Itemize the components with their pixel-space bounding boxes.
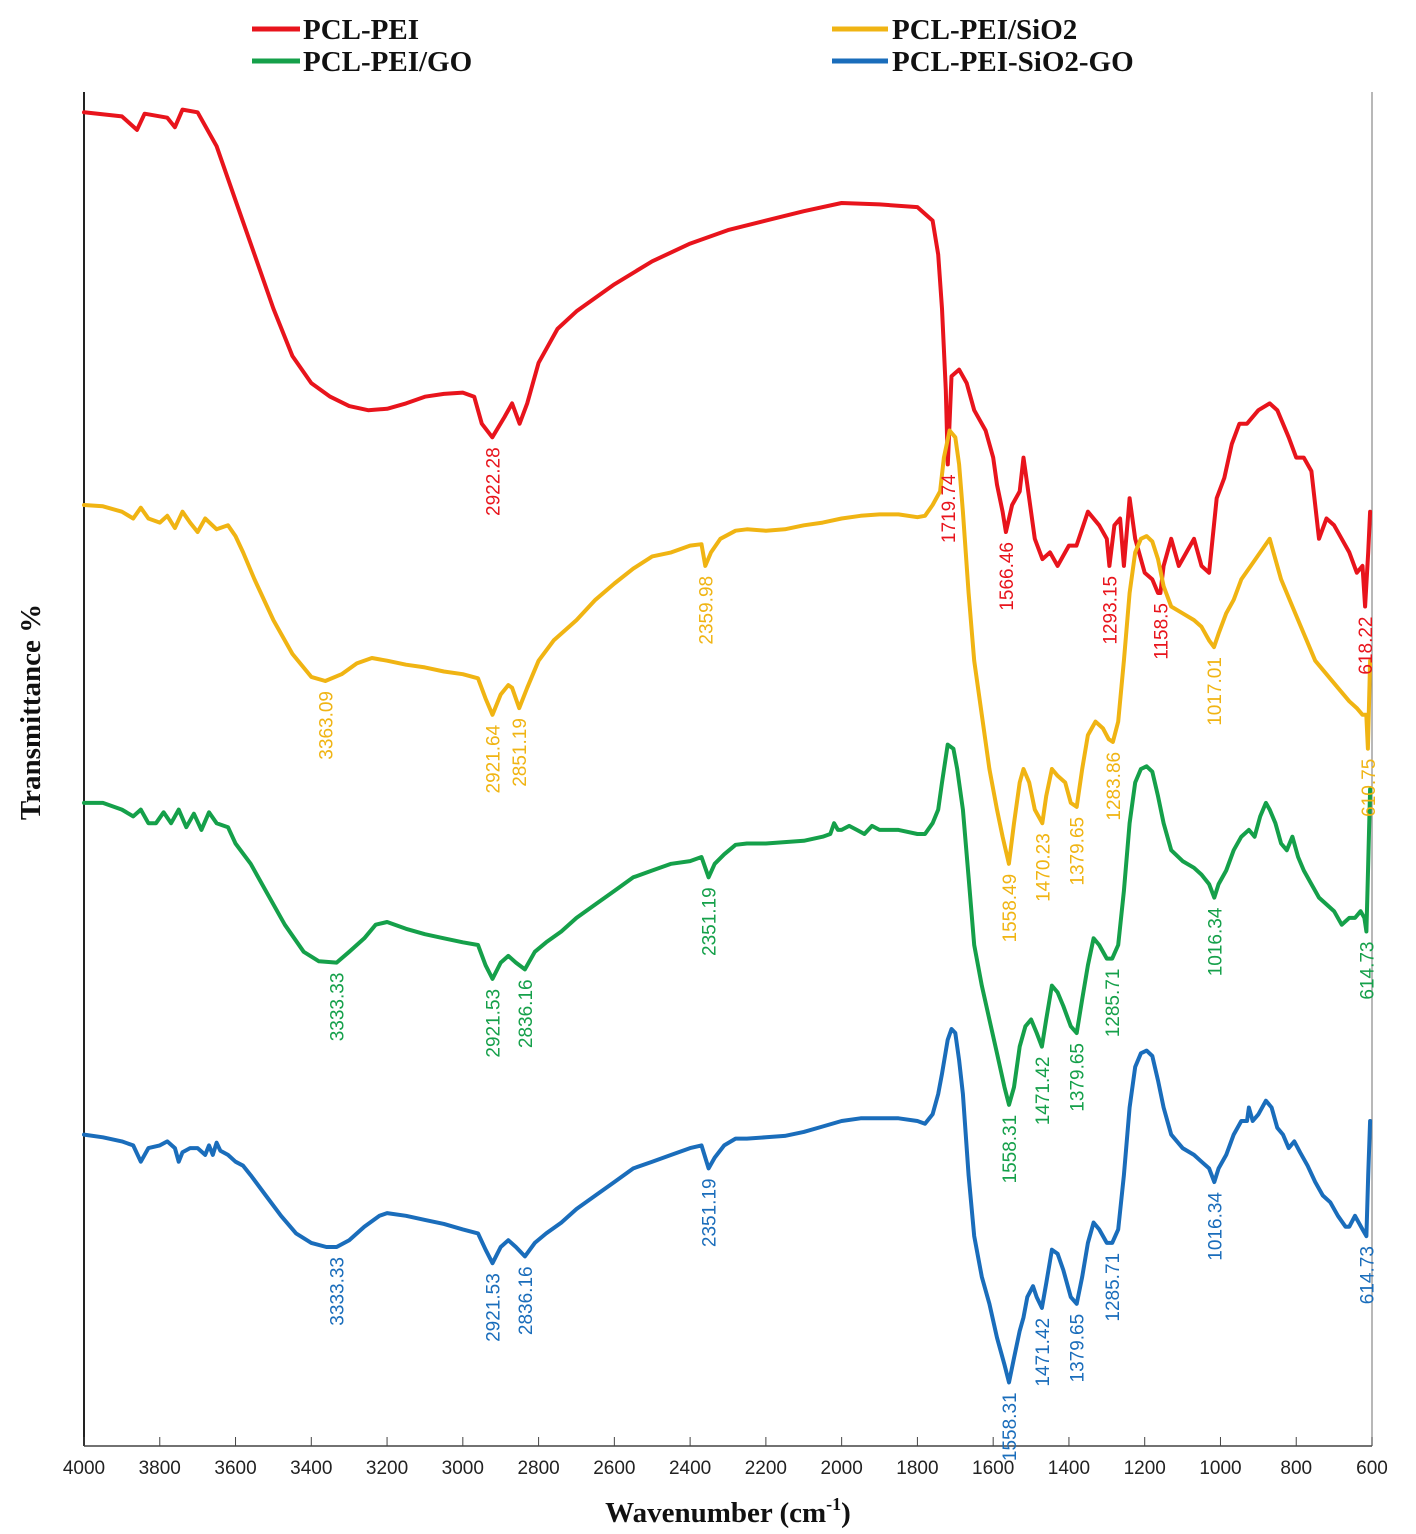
legend-label: PCL-PEI/GO xyxy=(303,46,472,78)
peak-label: 1379.65 xyxy=(1068,1314,1089,1383)
peak-label: 1016.34 xyxy=(1205,1192,1226,1261)
x-ticks: 4000 3800 3600 3400 3200 3000 2800 2600 2400 2200… xyxy=(63,1437,1388,1479)
peak-label: 614.73 xyxy=(1357,1246,1378,1304)
peak-label: 2921.64 xyxy=(484,724,505,793)
x-tick-label: 600 xyxy=(1356,1458,1388,1479)
legend-item-pcl-pei-sio2-go[interactable]: PCL-PEI-SiO2-GO xyxy=(832,46,1134,78)
peak-label: 1293.15 xyxy=(1100,576,1121,645)
legend-label: PCL-PEI/SiO2 xyxy=(892,14,1077,46)
peak-label: 3333.33 xyxy=(328,973,349,1042)
x-tick-label: 3600 xyxy=(214,1458,256,1479)
x-axis-title-suffix: ) xyxy=(841,1497,851,1529)
x-axis-title-main: Wavenumber (cm xyxy=(605,1497,826,1529)
peak-label: 2836.16 xyxy=(516,979,537,1048)
x-tick-label: 3000 xyxy=(442,1458,484,1479)
peak-label: 2922.28 xyxy=(483,447,504,516)
peak-label: 1471.42 xyxy=(1033,1318,1054,1387)
peak-label: 1379.65 xyxy=(1068,1043,1089,1112)
series-line-pcl-pei xyxy=(82,107,1373,609)
peak-label: 1471.42 xyxy=(1033,1057,1054,1126)
peak-label: 1558.49 xyxy=(1000,874,1021,943)
peak-label: 1285.71 xyxy=(1103,969,1124,1038)
peak-label: 1719.74 xyxy=(939,474,960,543)
peak-label: 1016.34 xyxy=(1205,907,1226,976)
peak-label: 2836.16 xyxy=(516,1266,537,1335)
legend: PCL-PEI PCL-PEI/GO PCL-PEI/SiO2 PCL-PEI-… xyxy=(252,14,1134,78)
y-axis-title: Transmittance % xyxy=(15,604,47,820)
series-line-pcl-pei-sio2-go xyxy=(82,1027,1373,1385)
x-axis-title: Wavenumber (cm-1) xyxy=(605,1494,851,1529)
x-tick-label: 2200 xyxy=(745,1458,787,1479)
peak-label: 1017.01 xyxy=(1205,657,1226,726)
legend-item-pcl-pei-sio2[interactable]: PCL-PEI/SiO2 xyxy=(832,14,1077,46)
peak-label: 614.73 xyxy=(1357,942,1378,1000)
peak-label: 610.75 xyxy=(1359,759,1380,817)
x-tick-label: 3800 xyxy=(139,1458,181,1479)
peak-label: 2921.53 xyxy=(484,1273,505,1342)
x-tick-label: 2800 xyxy=(517,1458,559,1479)
peak-label: 1379.65 xyxy=(1068,817,1089,886)
x-tick-label: 3400 xyxy=(290,1458,332,1479)
x-tick-label: 1400 xyxy=(1048,1458,1090,1479)
legend-item-pcl-pei-go[interactable]: PCL-PEI/GO xyxy=(252,46,472,78)
peak-label: 618.22 xyxy=(1356,617,1377,675)
peak-label: 2921.53 xyxy=(484,989,505,1058)
peak-label: 3333.33 xyxy=(328,1257,349,1326)
x-tick-label: 800 xyxy=(1280,1458,1312,1479)
legend-item-pcl-pei[interactable]: PCL-PEI xyxy=(252,14,419,46)
peak-label: 1283.86 xyxy=(1104,752,1125,821)
x-tick-label: 2400 xyxy=(669,1458,711,1479)
peak-label: 3363.09 xyxy=(316,691,337,760)
x-tick-label: 1000 xyxy=(1199,1458,1241,1479)
x-tick-label: 1800 xyxy=(896,1458,938,1479)
peak-label: 2351.19 xyxy=(700,1178,721,1247)
legend-label: PCL-PEI-SiO2-GO xyxy=(892,46,1134,78)
peak-label: 1558.31 xyxy=(1000,1115,1021,1184)
x-tick-label: 4000 xyxy=(63,1458,105,1479)
peak-label: 1285.71 xyxy=(1103,1253,1124,1322)
peak-label: 1470.23 xyxy=(1033,833,1054,902)
peak-label: 2851.19 xyxy=(510,718,531,787)
x-axis-title-sup: -1 xyxy=(826,1494,841,1514)
peak-label: 2351.19 xyxy=(700,887,721,956)
x-tick-label: 3200 xyxy=(366,1458,408,1479)
peak-labels: 2922.28 1719.74 1566.46 1293.15 1158.5 618.22… xyxy=(316,447,1380,1461)
series-line-pcl-pei-go xyxy=(82,742,1373,1107)
peak-label: 2359.98 xyxy=(696,576,717,645)
x-tick-label: 2000 xyxy=(821,1458,863,1479)
series-line-pcl-pei-sio2 xyxy=(82,428,1373,866)
series-layer xyxy=(82,107,1373,1385)
peak-label: 1566.46 xyxy=(997,542,1018,611)
peak-label: 1158.5 xyxy=(1151,603,1172,660)
legend-label: PCL-PEI xyxy=(303,14,419,46)
x-tick-label: 1600 xyxy=(972,1458,1014,1479)
x-tick-label: 1200 xyxy=(1124,1458,1166,1479)
x-tick-label: 2600 xyxy=(593,1458,635,1479)
peak-label: 1558.31 xyxy=(1000,1392,1021,1461)
